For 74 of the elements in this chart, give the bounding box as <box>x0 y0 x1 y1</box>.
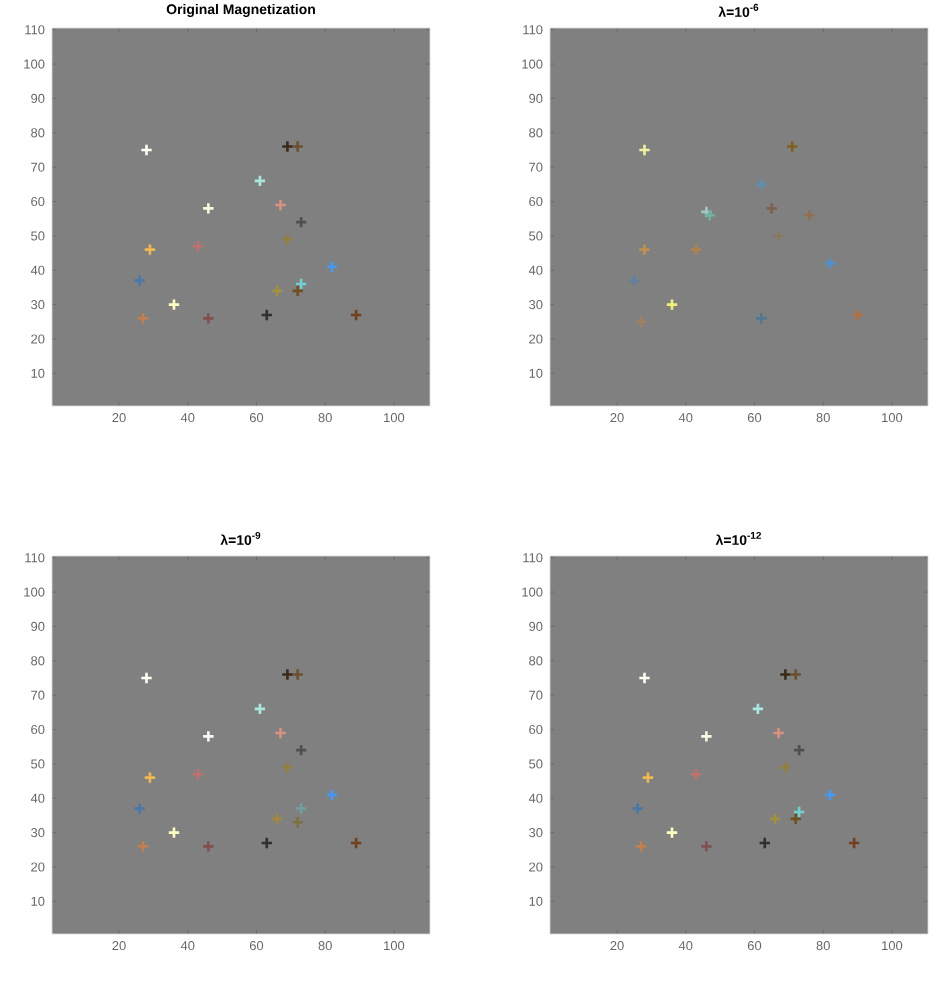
point <box>847 836 861 850</box>
point <box>280 668 294 682</box>
point <box>294 215 308 229</box>
point <box>631 802 645 816</box>
point <box>280 232 294 246</box>
point <box>785 140 799 154</box>
point <box>665 826 679 840</box>
point <box>823 788 837 802</box>
point <box>280 760 294 774</box>
point <box>768 812 782 826</box>
point <box>291 140 305 154</box>
point <box>754 177 768 191</box>
point <box>291 815 305 829</box>
point <box>772 726 786 740</box>
point <box>754 311 768 325</box>
point <box>291 668 305 682</box>
point <box>851 308 865 322</box>
point <box>638 243 652 257</box>
point <box>349 836 363 850</box>
point <box>260 308 274 322</box>
point <box>167 826 181 840</box>
point <box>689 767 703 781</box>
point <box>699 729 713 743</box>
point <box>665 298 679 312</box>
point <box>627 274 641 288</box>
point <box>802 208 816 222</box>
point <box>167 298 181 312</box>
point <box>758 836 772 850</box>
point <box>823 256 837 270</box>
point <box>638 143 652 157</box>
point <box>270 812 284 826</box>
point <box>274 198 288 212</box>
point <box>191 767 205 781</box>
point <box>201 201 215 215</box>
point <box>778 760 792 774</box>
point <box>792 743 806 757</box>
point <box>789 668 803 682</box>
point <box>270 284 284 298</box>
point <box>699 839 713 853</box>
point <box>789 812 803 826</box>
point <box>201 729 215 743</box>
point <box>280 140 294 154</box>
point <box>140 143 153 157</box>
point <box>294 743 308 757</box>
point <box>143 771 157 785</box>
point <box>201 839 215 853</box>
point <box>325 788 339 802</box>
point <box>253 174 267 188</box>
point <box>778 668 792 682</box>
point <box>689 243 703 257</box>
point <box>765 201 779 215</box>
point <box>191 239 205 253</box>
point <box>325 260 339 274</box>
point <box>274 726 288 740</box>
point <box>133 274 147 288</box>
point <box>634 315 648 329</box>
point <box>294 277 308 291</box>
point <box>634 839 648 853</box>
point <box>294 802 308 816</box>
point <box>136 311 150 325</box>
point <box>792 805 806 819</box>
point <box>638 671 652 685</box>
point <box>641 771 655 785</box>
point <box>143 243 157 257</box>
point <box>133 802 147 816</box>
point <box>349 308 363 322</box>
point <box>201 311 215 325</box>
point <box>772 229 786 243</box>
point <box>253 702 267 716</box>
point <box>136 839 150 853</box>
point <box>260 836 274 850</box>
point <box>291 284 305 298</box>
point <box>751 702 765 716</box>
point <box>140 671 153 685</box>
